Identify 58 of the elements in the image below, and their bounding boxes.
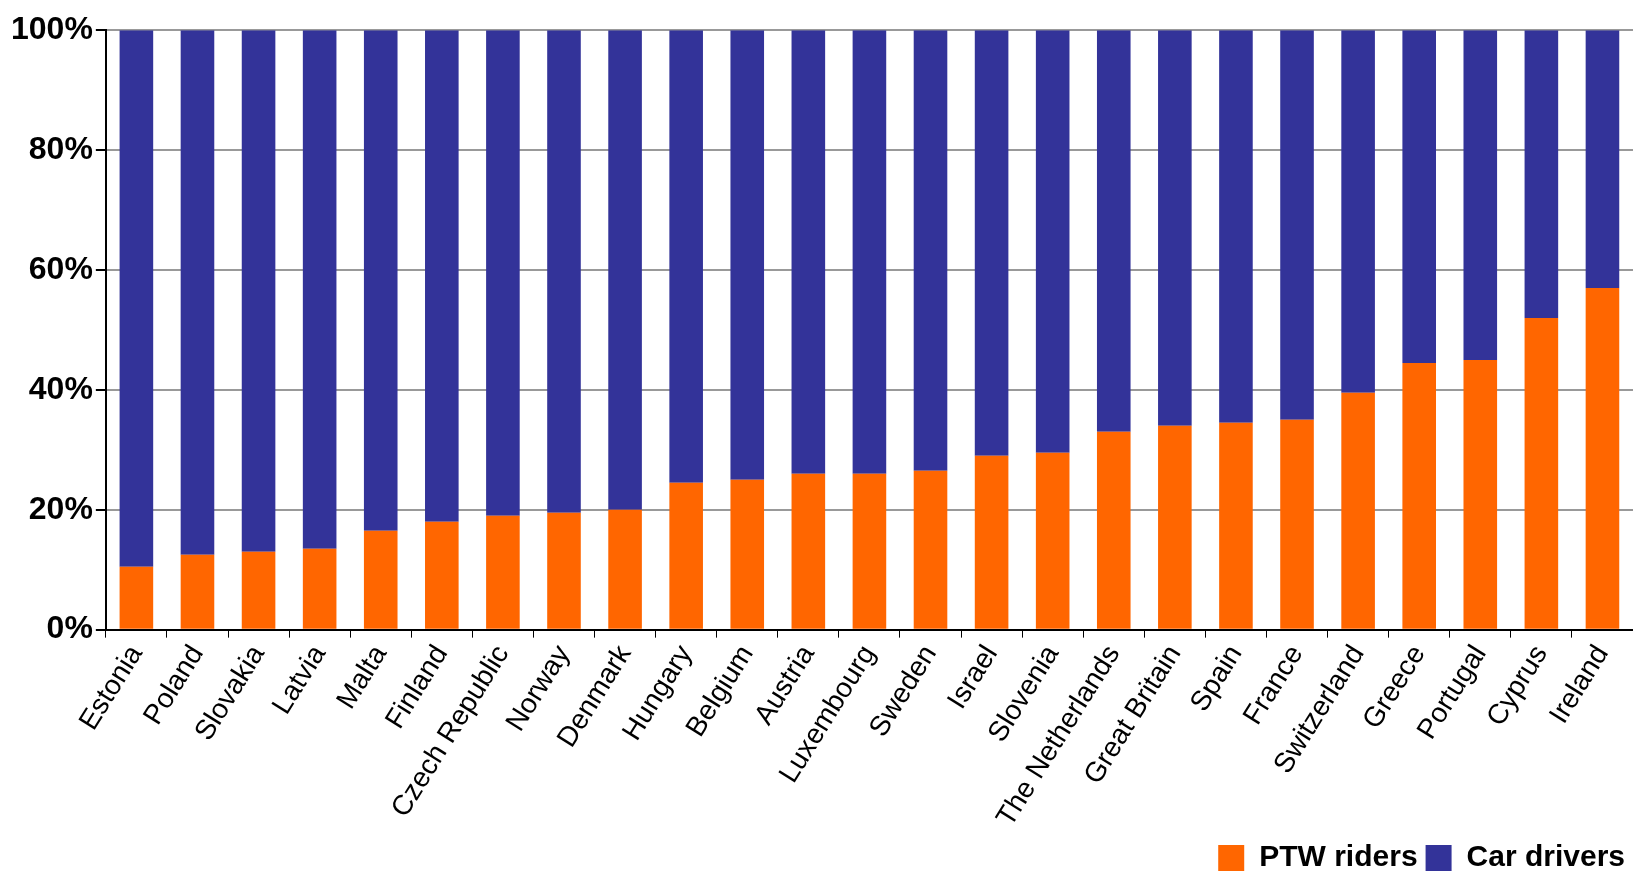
bar — [1096, 431, 1131, 629]
y-tick-label: 100% — [11, 10, 93, 47]
bar — [1463, 30, 1498, 360]
bar — [1035, 30, 1070, 453]
bar — [486, 515, 520, 629]
bar — [669, 482, 703, 629]
bar — [1096, 30, 1131, 432]
bar — [913, 30, 948, 471]
bar — [119, 566, 154, 629]
bar — [363, 30, 398, 531]
bar — [1219, 30, 1253, 423]
bar — [913, 470, 948, 629]
bar — [302, 548, 337, 629]
bar — [241, 30, 276, 552]
legend-label: Car drivers — [1466, 839, 1626, 873]
bar — [180, 554, 215, 629]
bar — [791, 30, 826, 474]
bar — [241, 551, 276, 629]
bar — [1585, 287, 1620, 629]
bar — [1219, 422, 1253, 629]
bar — [669, 30, 703, 483]
bar — [730, 479, 765, 629]
bar — [852, 30, 887, 474]
bar — [486, 30, 520, 516]
y-tick-label: 80% — [28, 129, 93, 166]
bar — [547, 512, 581, 629]
bar — [363, 530, 398, 629]
y-tick-label: 0% — [46, 609, 93, 646]
y-tick-label: 20% — [28, 489, 93, 526]
bar — [608, 509, 642, 629]
bar — [119, 30, 154, 567]
bar — [608, 30, 642, 510]
bar — [425, 521, 459, 629]
bar — [1158, 425, 1192, 629]
bar — [1341, 392, 1375, 629]
bar — [791, 473, 826, 629]
bar — [302, 30, 337, 549]
bar — [974, 455, 1009, 629]
bar — [547, 30, 581, 513]
bar — [1280, 419, 1314, 629]
y-tick-label: 40% — [28, 369, 93, 406]
bar — [1585, 30, 1620, 288]
bar — [1402, 362, 1436, 629]
bar — [425, 30, 459, 522]
bar — [1341, 30, 1375, 393]
bar — [1035, 452, 1070, 629]
bar — [1158, 30, 1192, 426]
bar — [730, 30, 765, 480]
bar — [852, 473, 887, 629]
y-tick-label: 60% — [28, 249, 93, 286]
bar — [1524, 317, 1559, 629]
bar — [1280, 30, 1314, 420]
legend-label: PTW riders — [1259, 839, 1418, 873]
bar — [180, 30, 215, 555]
bar — [974, 30, 1009, 456]
bar — [1463, 359, 1498, 629]
bar — [1524, 30, 1559, 318]
bar — [1402, 30, 1436, 363]
